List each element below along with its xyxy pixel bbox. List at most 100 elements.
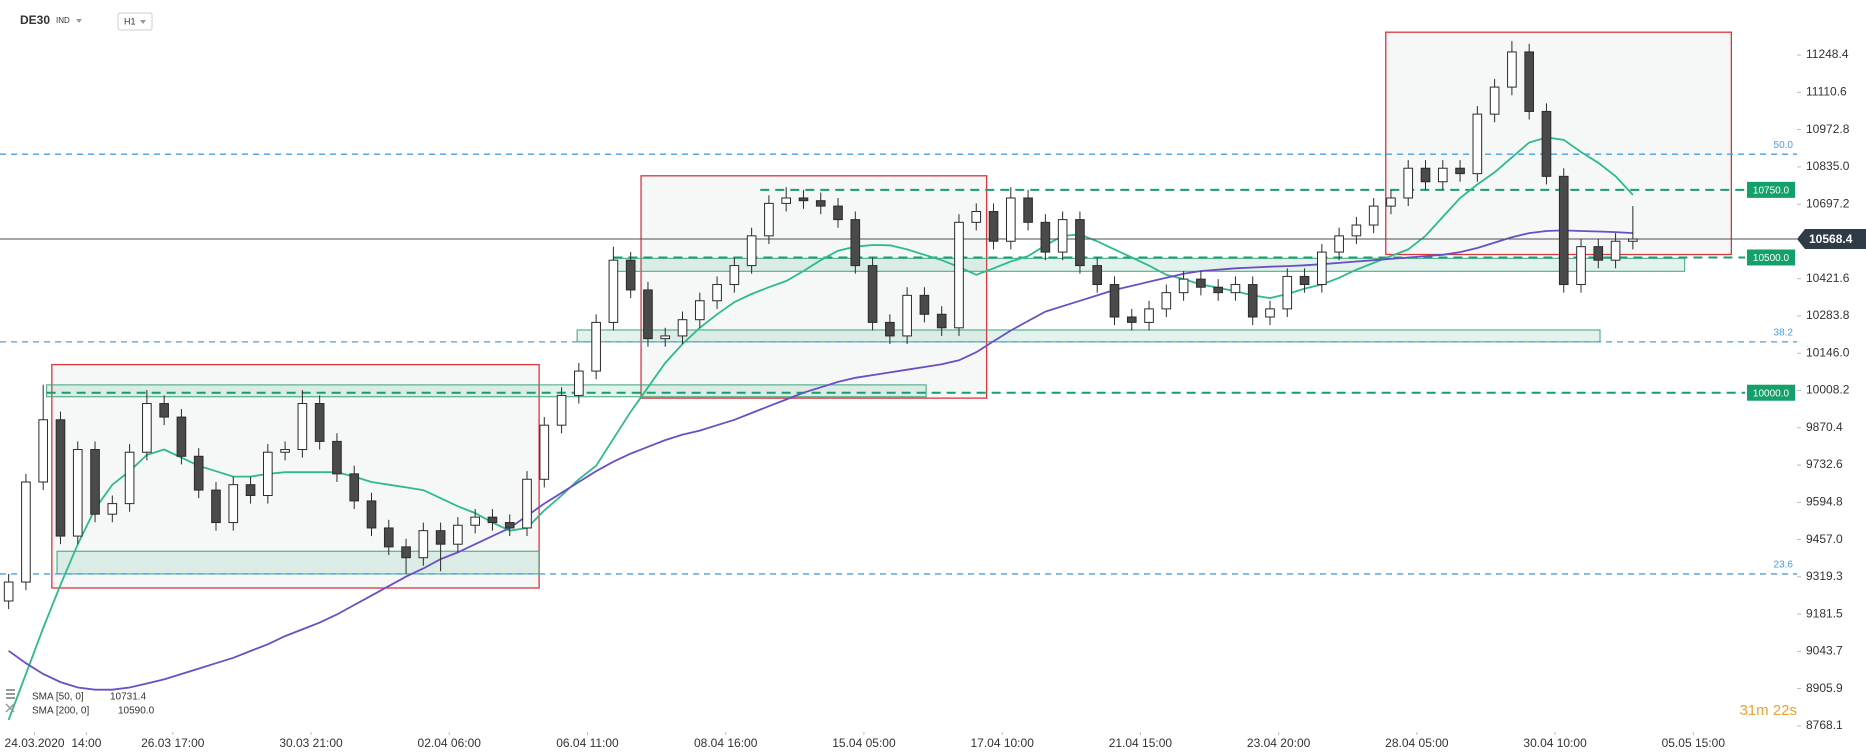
candle-body	[729, 265, 740, 286]
y-tick-label: 10283.8	[1806, 308, 1850, 322]
candle-body	[1386, 197, 1396, 207]
candle-body	[1437, 167, 1448, 183]
x-tick-label: 24.03.2020	[5, 736, 65, 750]
candle-body	[815, 200, 826, 207]
candle-body	[1576, 246, 1586, 286]
candle-body	[660, 335, 671, 340]
market[interactable]: IND	[56, 16, 70, 25]
candle-body	[280, 449, 290, 453]
legend-icon[interactable]	[6, 689, 15, 699]
candle-body	[625, 259, 636, 291]
price-level-tag	[1747, 249, 1795, 266]
candle-body	[902, 294, 912, 337]
candle-body	[1092, 265, 1103, 286]
candle-body	[1299, 275, 1310, 286]
timeframe-box[interactable]	[117, 12, 153, 31]
candle-body	[1317, 251, 1327, 286]
x-tick-label: 28.04 05:00	[1385, 736, 1449, 750]
candle-body	[193, 455, 204, 491]
candle-body	[1558, 175, 1569, 286]
candle-body	[38, 419, 49, 483]
x-tick-label: 02.04 06:00	[418, 736, 482, 750]
candle-body	[1005, 197, 1016, 242]
candle-body	[556, 394, 567, 426]
candle-body	[1144, 308, 1154, 323]
price-level-label: 10500.0	[1753, 253, 1790, 264]
candle-body	[522, 478, 532, 529]
candle-body	[211, 489, 221, 524]
y-tick-label: 9181.5	[1806, 606, 1843, 620]
candles-layer	[3, 41, 1638, 610]
y-tick-label: 10972.8	[1806, 122, 1850, 136]
last-price-tag	[1797, 228, 1866, 249]
y-tick-label: 10421.6	[1806, 271, 1850, 285]
candle-body	[1489, 86, 1500, 115]
candle-body	[1368, 205, 1379, 226]
candle-countdown: 31m 22s	[1739, 702, 1797, 719]
candle-body	[504, 522, 515, 529]
candle-body	[3, 581, 14, 602]
candle-body	[850, 219, 861, 267]
candle-body	[885, 321, 895, 337]
candle-body	[1455, 167, 1465, 175]
x-tick-label: 05.05 15:00	[1662, 736, 1726, 750]
candle-body	[1507, 51, 1517, 88]
candle-body	[1057, 219, 1068, 253]
candle-body	[1075, 219, 1085, 267]
y-tick-label: 8768.1	[1806, 718, 1843, 732]
zone	[576, 329, 1601, 343]
zone	[56, 550, 540, 575]
candle-body	[72, 449, 83, 537]
candle-body	[988, 211, 999, 242]
legend-icon[interactable]	[5, 703, 15, 713]
fib-label: 50.0	[1774, 140, 1794, 151]
candle-body	[1524, 51, 1534, 112]
dropdown-caret[interactable]	[76, 19, 82, 23]
candle-body	[1213, 286, 1223, 294]
legend-value: 10731.4	[110, 692, 147, 703]
lines-layer	[0, 136, 1797, 721]
candle-body	[1230, 284, 1241, 294]
y-tick-label: 8905.9	[1806, 681, 1843, 695]
analysis-box	[1385, 31, 1732, 256]
candle-body	[798, 197, 809, 202]
candle-body	[694, 300, 705, 321]
candle-body	[1282, 275, 1293, 310]
candle-body	[90, 449, 100, 515]
candle-body	[1334, 235, 1344, 253]
candle-body	[1161, 292, 1172, 310]
price-level-tag	[1747, 384, 1795, 401]
x-tick-label: 14:00	[71, 736, 101, 750]
candle-body	[297, 403, 308, 451]
candle-body	[245, 484, 256, 497]
candle-body	[470, 516, 480, 526]
candle-body	[781, 197, 792, 204]
dropdown-caret[interactable]	[140, 20, 146, 24]
timeframe[interactable]: H1	[124, 16, 136, 26]
icon-bar	[6, 693, 15, 695]
candle-body	[971, 211, 982, 223]
labels-layer: 50.0 38.2 23.6 10750.0 10500.0 10000.0 11248.4…	[5, 47, 1866, 750]
candle-body	[228, 484, 239, 524]
sma-line	[8, 229, 1633, 691]
candle-body	[643, 289, 653, 340]
y-tick-label: 11110.6	[1806, 85, 1847, 99]
candle-body	[349, 473, 360, 502]
candle-body	[142, 403, 152, 453]
candle-body	[746, 235, 757, 267]
candle-body	[366, 500, 377, 529]
legend-name: SMA [50, 0]	[32, 692, 84, 703]
y-tick-label: 10697.2	[1806, 196, 1850, 210]
candle-body	[487, 516, 498, 524]
icon-cross	[5, 703, 15, 713]
icon-bar	[6, 689, 15, 691]
x-tick-label: 26.03 17:00	[141, 736, 205, 750]
x-tick-label: 23.04 20:00	[1247, 736, 1311, 750]
candle-body	[1351, 224, 1362, 237]
zone	[46, 384, 927, 398]
candle-body	[1265, 308, 1275, 318]
y-tick-label: 11248.4	[1806, 47, 1849, 61]
y-tick-label: 10146.0	[1806, 345, 1850, 359]
candle-body	[1196, 278, 1206, 288]
x-tick-label: 17.04 10:00	[970, 736, 1034, 750]
